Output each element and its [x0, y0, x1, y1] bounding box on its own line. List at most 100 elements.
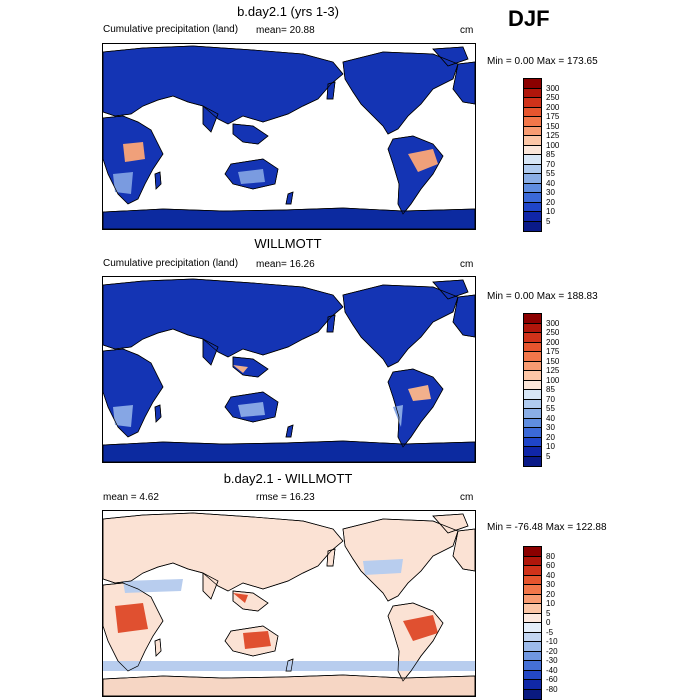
dry-region — [113, 172, 133, 194]
panel-3-map — [102, 510, 476, 697]
colorbar-segment — [524, 117, 541, 127]
panel-3-minmax: Min = -76.48 Max = 122.88 — [487, 522, 607, 533]
colorbar-tick-label: 125 — [546, 366, 560, 375]
coastline-europe — [452, 528, 475, 572]
landmass-antarctica — [103, 440, 475, 462]
colorbar-segment — [524, 390, 541, 400]
landmass-eurasia — [103, 278, 344, 358]
landmass-africa — [103, 348, 164, 438]
coastline-nz — [285, 658, 294, 672]
colorbar-segment — [524, 164, 541, 174]
dry-region — [363, 559, 403, 575]
colorbar-tick-label: 0 — [546, 618, 551, 627]
panel-3-title: b.day2.1 - WILLMOTT — [223, 471, 353, 486]
colorbar-segment — [524, 575, 541, 585]
coastline-samerica — [387, 135, 444, 215]
season-label: DJF — [508, 6, 550, 31]
colorbar-segment — [524, 342, 541, 352]
colorbar-segment — [524, 98, 541, 108]
colorbar-tick-label: 10 — [546, 599, 555, 608]
coastline-eurasia — [103, 45, 344, 125]
wet-region — [403, 615, 438, 641]
coastline-australia — [224, 391, 279, 423]
colorbar-tick-label: 60 — [546, 561, 555, 570]
dry-region — [113, 405, 133, 427]
colorbar-tick-label: 100 — [546, 375, 560, 385]
colorbar-segment — [524, 371, 541, 381]
coastline-greenland — [432, 279, 469, 300]
landmass-antarctica — [103, 207, 475, 229]
coastline-india — [202, 105, 219, 133]
colorbar-tick-label: 20 — [546, 197, 555, 207]
colorbar-segment — [524, 556, 541, 566]
colorbar-tick-label: 30 — [546, 188, 555, 197]
colorbar-segment — [524, 418, 541, 428]
colorbar-segment — [524, 661, 541, 671]
colorbar-segment — [524, 136, 541, 146]
coastline-namerica — [342, 284, 459, 368]
colorbar-tick-label: 85 — [546, 385, 555, 394]
coastline-europe — [452, 294, 475, 338]
panel-3-units: cm — [460, 492, 474, 503]
colorbar-segment — [524, 456, 541, 466]
panel-3-colorbar — [523, 546, 542, 700]
panel-1-minmax: Min = 0.00 Max = 173.65 — [487, 56, 598, 67]
colorbar-tick-label: 5 — [546, 216, 551, 226]
colorbar-tick-label: 80 — [546, 551, 555, 561]
colorbar-segment — [524, 437, 541, 447]
colorbar-tick-label: 200 — [546, 102, 560, 112]
coastline-antarctica — [103, 207, 475, 229]
colorbar-tick-label: 70 — [546, 394, 555, 404]
panel-2-left-label: Cumulative precipitation (land) — [103, 258, 239, 269]
colorbar-tick-label: -20 — [546, 646, 558, 656]
colorbar-segment — [524, 604, 541, 614]
panel-1-colorbar — [523, 78, 542, 232]
colorbar-tick-label: 100 — [546, 140, 560, 150]
colorbar-segment — [524, 202, 541, 212]
coastline-nz — [285, 191, 294, 205]
dry-region — [123, 579, 183, 593]
panel-3-rmse: rmse = 16.23 — [256, 492, 315, 503]
colorbar-tick-label: 300 — [546, 318, 560, 328]
colorbar-tick-label: 175 — [546, 347, 560, 356]
panel-2-colorbar — [523, 313, 542, 467]
coastline-madagascar — [154, 638, 162, 657]
colorbar-segment — [524, 547, 541, 557]
coastline-australia — [224, 625, 279, 657]
dry-region — [238, 402, 265, 417]
coastline-japan — [326, 314, 336, 333]
colorbar-segment — [524, 380, 541, 390]
panel-2-units: cm — [460, 259, 474, 270]
coastline-samerica — [387, 602, 444, 682]
panel-2-title: WILLMOTT — [254, 236, 322, 251]
coastline-nz — [285, 424, 294, 438]
colorbar-segment — [524, 585, 541, 595]
colorbar-segment — [524, 88, 541, 98]
colorbar-segment — [524, 107, 541, 117]
colorbar-segment — [524, 314, 541, 324]
colorbar-tick-label: -5 — [546, 627, 554, 637]
landmass-eurasia — [103, 512, 344, 592]
coastline-eurasia — [103, 512, 344, 592]
colorbar-tick-label: 175 — [546, 112, 560, 121]
colorbar-tick-label: 150 — [546, 356, 560, 366]
panel-1-units: cm — [460, 25, 474, 36]
coastline-greenland — [432, 513, 469, 534]
colorbar-segment — [524, 79, 541, 89]
coastline-samerica — [387, 368, 444, 448]
wet-region — [123, 142, 145, 162]
colorbar-segment — [524, 221, 541, 231]
coastline-madagascar — [154, 404, 162, 423]
colorbar-segment — [524, 174, 541, 184]
coastline-africa — [103, 348, 164, 438]
coastline-namerica — [342, 518, 459, 602]
coastline-japan — [326, 548, 336, 567]
panel-1-left-label: Cumulative precipitation (land) — [103, 24, 239, 35]
colorbar-tick-label: 40 — [546, 178, 555, 188]
dry-region — [103, 661, 475, 671]
landmass-namerica — [342, 284, 459, 368]
colorbar-tick-label: 20 — [546, 432, 555, 442]
coastline-australia — [224, 158, 279, 190]
colorbar-tick-label: 55 — [546, 404, 555, 413]
colorbar-segment — [524, 155, 541, 165]
